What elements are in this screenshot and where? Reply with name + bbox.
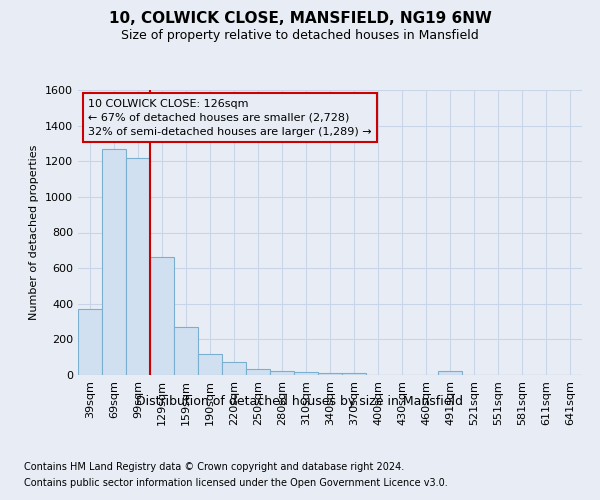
Text: Distribution of detached houses by size in Mansfield: Distribution of detached houses by size … [137, 395, 464, 408]
Text: Contains HM Land Registry data © Crown copyright and database right 2024.: Contains HM Land Registry data © Crown c… [24, 462, 404, 472]
Bar [126, 158, 150, 375]
Bar [246, 369, 270, 375]
Text: Contains public sector information licensed under the Open Government Licence v3: Contains public sector information licen… [24, 478, 448, 488]
Bar [78, 309, 102, 375]
Text: Size of property relative to detached houses in Mansfield: Size of property relative to detached ho… [121, 29, 479, 42]
Y-axis label: Number of detached properties: Number of detached properties [29, 145, 40, 320]
Text: 10, COLWICK CLOSE, MANSFIELD, NG19 6NW: 10, COLWICK CLOSE, MANSFIELD, NG19 6NW [109, 11, 491, 26]
Bar [150, 256, 174, 375]
Bar [438, 372, 462, 375]
Bar [342, 373, 366, 375]
Bar [102, 149, 126, 375]
Bar [294, 372, 318, 375]
Bar [318, 373, 342, 375]
Text: 10 COLWICK CLOSE: 126sqm
← 67% of detached houses are smaller (2,728)
32% of sem: 10 COLWICK CLOSE: 126sqm ← 67% of detach… [88, 98, 372, 136]
Bar [270, 372, 294, 375]
Bar [222, 362, 246, 375]
Bar [198, 354, 222, 375]
Bar [174, 327, 198, 375]
